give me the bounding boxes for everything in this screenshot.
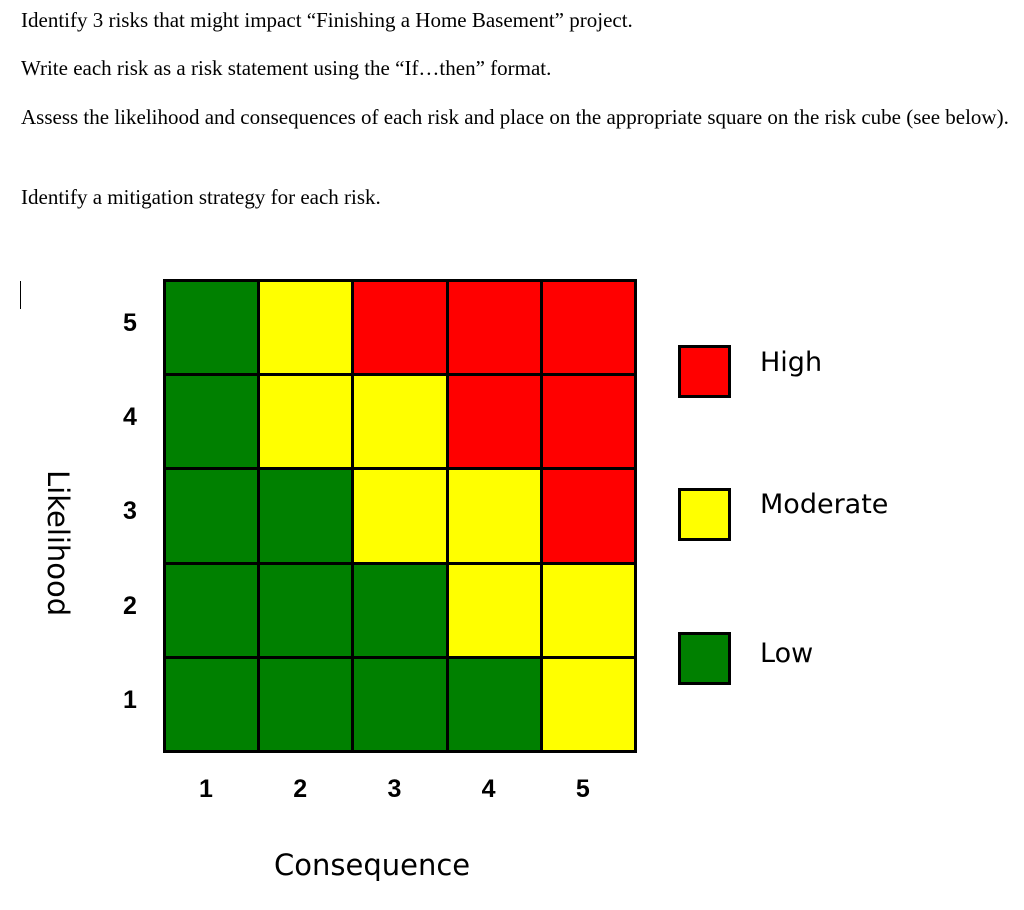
cell-high <box>542 470 634 562</box>
cell-low <box>166 282 258 374</box>
cell-moderate <box>354 470 446 562</box>
legend-label-low: Low <box>760 638 814 669</box>
cell-moderate <box>542 658 634 750</box>
x-tick-label: 3 <box>387 775 402 803</box>
cell-moderate <box>448 470 540 562</box>
legend-swatch-high <box>678 345 731 398</box>
legend-label-high: High <box>760 347 823 378</box>
y-tick-label: 1 <box>123 685 137 714</box>
x-tick-label: 4 <box>481 775 496 803</box>
x-tick-label: 1 <box>199 775 213 803</box>
cell-high <box>448 376 540 468</box>
y-tick-label: 4 <box>123 403 137 432</box>
cell-low <box>260 470 352 562</box>
instruction-3: Assess the likelihood and consequences o… <box>21 105 1009 129</box>
x-tick-label: 5 <box>575 775 590 803</box>
risk-cube-grid <box>163 279 637 753</box>
text-cursor <box>20 281 21 309</box>
cell-low <box>448 658 540 750</box>
cell-low <box>260 564 352 656</box>
consequence-axis-label: Consequence <box>274 848 471 882</box>
x-tick-label: 2 <box>293 775 308 803</box>
instruction-4: Identify a mitigation strategy for each … <box>21 185 381 209</box>
likelihood-axis-label: Likelihood <box>41 470 75 617</box>
cell-high <box>354 282 446 374</box>
cell-moderate <box>448 564 540 656</box>
cell-moderate <box>542 564 634 656</box>
cell-moderate <box>260 282 352 374</box>
cell-low <box>166 470 258 562</box>
cell-moderate <box>354 376 446 468</box>
cell-high <box>542 376 634 468</box>
cell-low <box>166 376 258 468</box>
cell-low <box>260 658 352 750</box>
cell-low <box>354 564 446 656</box>
y-tick-label: 3 <box>123 497 137 526</box>
cell-low <box>354 658 446 750</box>
cell-low <box>166 564 258 656</box>
instruction-1: Identify 3 risks that might impact “Fini… <box>21 8 633 32</box>
legend-swatch-low <box>678 632 731 685</box>
y-tick-label: 2 <box>123 591 137 620</box>
cell-moderate <box>260 376 352 468</box>
instruction-2: Write each risk as a risk statement usin… <box>21 56 552 80</box>
cell-high <box>542 282 634 374</box>
y-tick-label: 5 <box>123 309 137 337</box>
cell-low <box>166 658 258 750</box>
legend-label-moderate: Moderate <box>760 489 889 520</box>
legend-swatch-moderate <box>678 488 731 541</box>
cell-high <box>448 282 540 374</box>
